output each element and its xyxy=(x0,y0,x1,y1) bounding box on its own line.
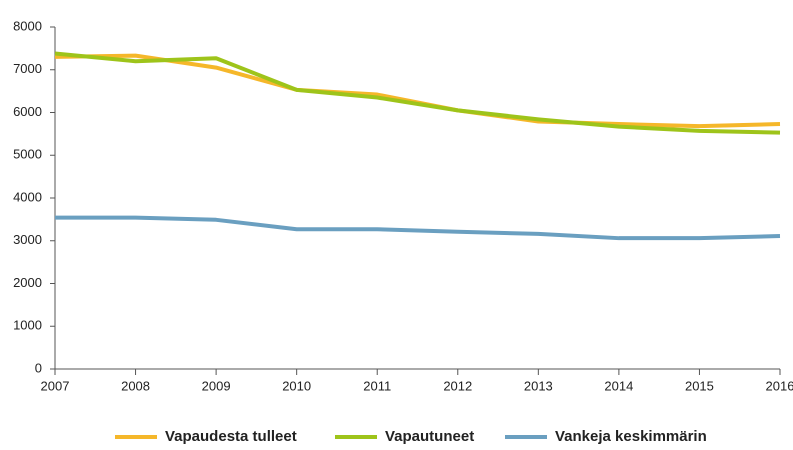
y-tick-label: 8000 xyxy=(13,18,42,33)
y-tick-label: 4000 xyxy=(13,189,42,204)
y-tick-label: 1000 xyxy=(13,318,42,333)
x-tick-label: 2011 xyxy=(363,378,391,393)
legend-label: Vapaudesta tulleet xyxy=(165,428,297,445)
x-tick-label: 2010 xyxy=(282,378,311,393)
y-tick-label: 7000 xyxy=(13,61,42,76)
series-line xyxy=(54,53,781,129)
y-tick-label: 0 xyxy=(35,360,42,375)
x-tick-label: 2008 xyxy=(121,378,150,393)
legend-label: Vapautuneet xyxy=(385,428,474,445)
y-tick-label: 5000 xyxy=(13,147,42,162)
series-line xyxy=(55,215,781,241)
x-tick-label: 2015 xyxy=(685,378,714,393)
y-tick-label: 2000 xyxy=(13,275,42,290)
x-tick-label: 2013 xyxy=(524,378,553,393)
x-tick-label: 2014 xyxy=(604,378,633,393)
x-tick-label: 2012 xyxy=(443,378,472,393)
x-tick-label: 2016 xyxy=(766,378,793,393)
legend-label: Vankeja keskimmärin xyxy=(555,428,707,445)
y-tick-label: 6000 xyxy=(13,104,42,119)
y-tick-label: 3000 xyxy=(13,232,42,247)
x-tick-label: 2007 xyxy=(41,378,70,393)
x-tick-label: 2009 xyxy=(202,378,231,393)
series-line xyxy=(54,51,781,135)
